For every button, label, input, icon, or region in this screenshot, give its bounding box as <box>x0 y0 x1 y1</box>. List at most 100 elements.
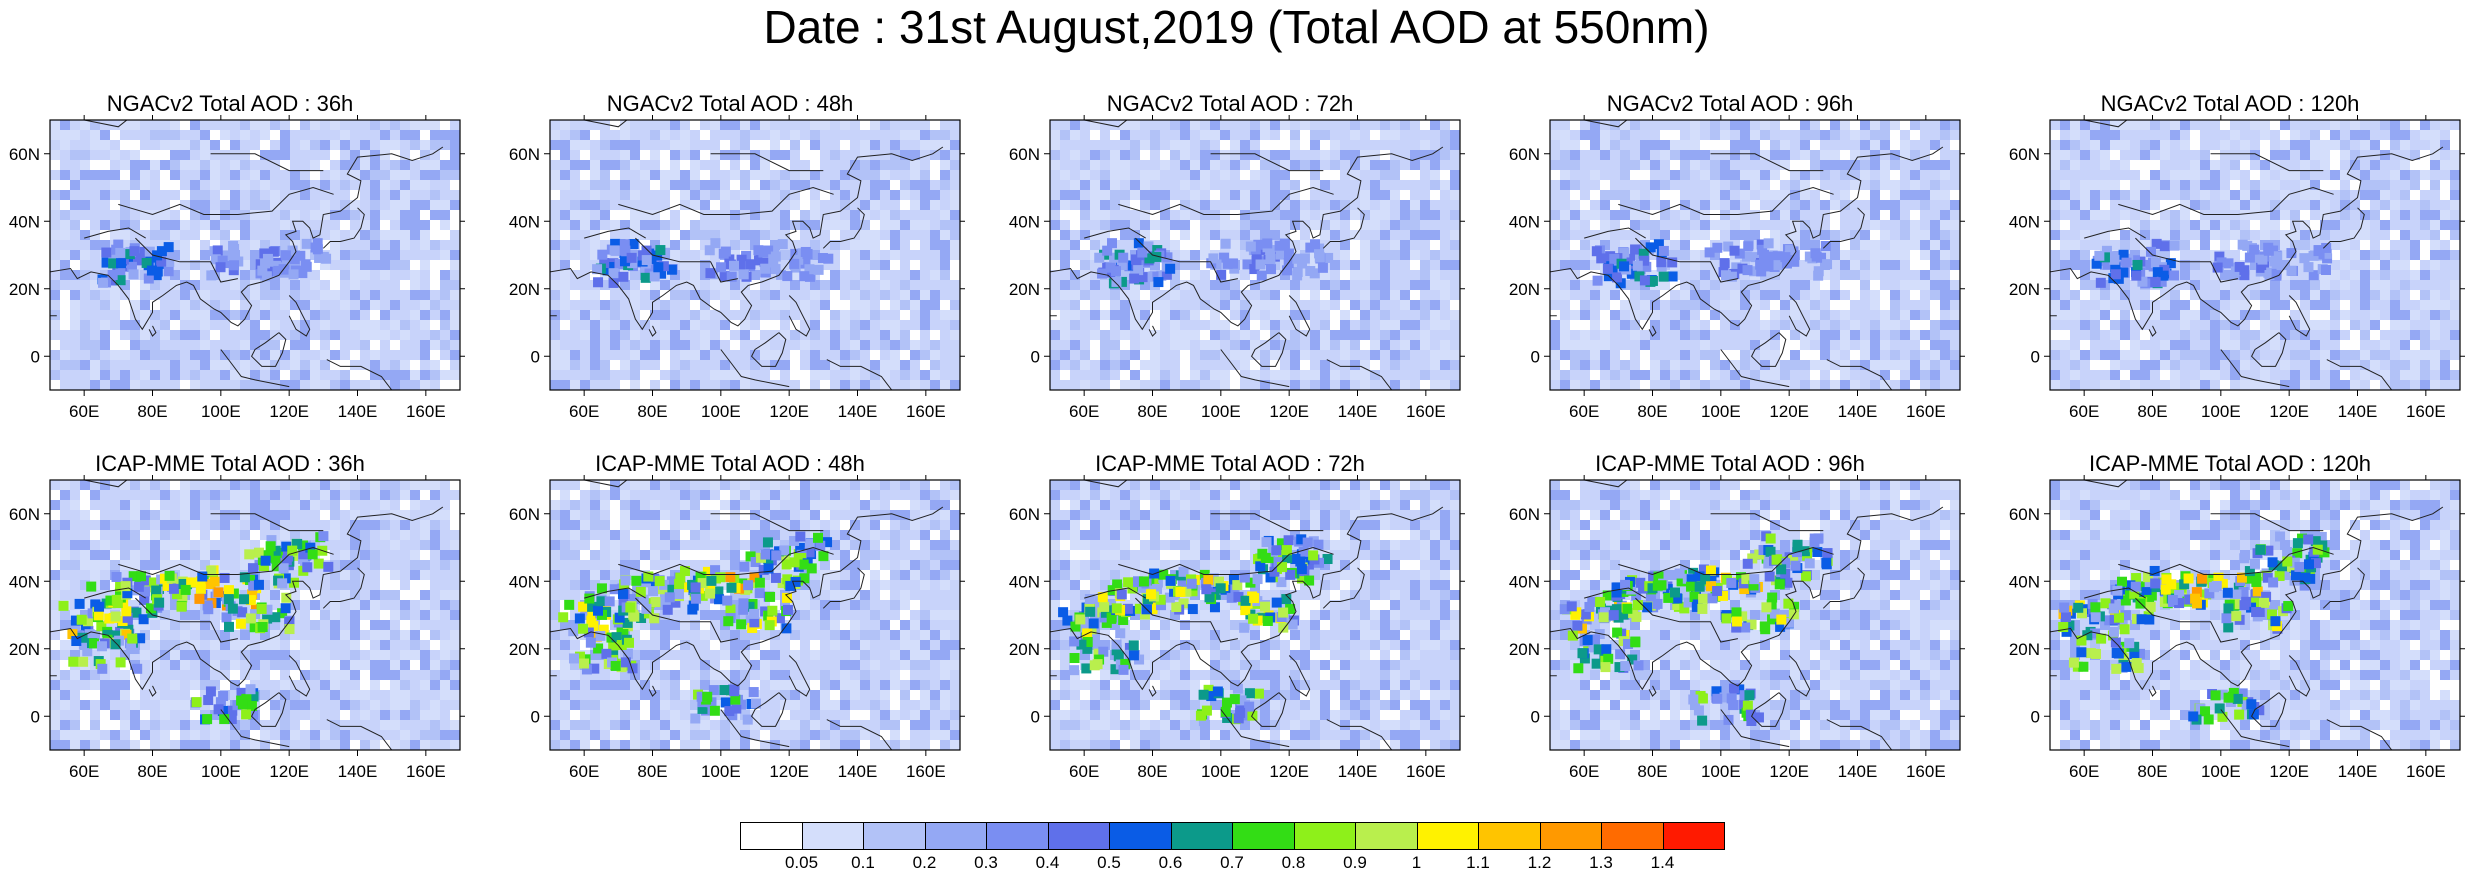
lat-tick-label: 20N <box>1509 640 1540 659</box>
lon-tick-label: 160E <box>406 762 446 781</box>
lon-tick-label: 60E <box>2069 762 2099 781</box>
colorbar-label: 0.5 <box>1097 853 1121 872</box>
lat-tick-label: 20N <box>9 280 40 299</box>
map-panel-ngac-96h: NGACv2 Total AOD : 96h 60E 80E 100E 120E 140E… <box>1500 90 1965 421</box>
aod-field <box>2050 120 2460 390</box>
panel-title: ICAP-MME Total AOD : 96h <box>1595 451 1865 476</box>
aod-map: 60E 80E 100E 120E 140E 160E 60N 40N 20N 0 <box>1009 115 1465 421</box>
lat-tick-label: 20N <box>509 280 540 299</box>
lat-tick-label: 0 <box>31 707 40 726</box>
lon-tick-label: 100E <box>1701 762 1741 781</box>
lat-tick-label: 20N <box>1009 280 1040 299</box>
colorbar-swatch <box>924 822 987 850</box>
panel-title: NGACv2 Total AOD : 72h <box>1106 91 1354 116</box>
lat-tick-label: 0 <box>1531 347 1540 366</box>
colorbar-swatch <box>740 822 803 850</box>
map-panel-ngac-72h: NGACv2 Total AOD : 72h 60E 80E 100E 120E 140E… <box>1000 90 1465 421</box>
aod-field <box>1550 120 1960 390</box>
lat-tick-label: 40N <box>2009 572 2040 591</box>
colorbar-label: 1.1 <box>1466 853 1490 872</box>
lon-tick-label: 100E <box>701 402 741 421</box>
lon-tick-label: 100E <box>1201 762 1241 781</box>
lat-tick-label: 20N <box>2009 280 2040 299</box>
lon-tick-label: 120E <box>769 402 809 421</box>
colorbar-swatch <box>863 822 926 850</box>
colorbar-swatch <box>1416 822 1479 850</box>
lon-tick-label: 80E <box>2137 762 2167 781</box>
map-panel-ngac-48h: NGACv2 Total AOD : 48h 60E 80E 100E 120E 140E… <box>500 90 965 421</box>
colorbar-label: 0.3 <box>974 853 998 872</box>
lon-tick-label: 120E <box>1269 762 1309 781</box>
lon-tick-label: 140E <box>338 762 378 781</box>
colorbar-label: 1.3 <box>1589 853 1613 872</box>
lat-tick-label: 20N <box>2009 640 2040 659</box>
aod-map: 60E 80E 100E 120E 140E 160E 60N 40N 20N 0 <box>2009 475 2465 781</box>
lat-tick-label: 60N <box>2009 505 2040 524</box>
lon-tick-label: 80E <box>637 762 667 781</box>
aod-map: 60E 80E 100E 120E 140E 160E 60N 40N 20N 0 <box>9 475 465 781</box>
colorbar-swatch <box>1355 822 1418 850</box>
lat-tick-label: 0 <box>531 707 540 726</box>
panel-title: ICAP-MME Total AOD : 36h <box>95 451 365 476</box>
aod-field <box>50 120 460 390</box>
lat-tick-label: 60N <box>9 145 40 164</box>
lon-tick-label: 100E <box>2201 762 2241 781</box>
lon-tick-label: 120E <box>1769 762 1809 781</box>
lon-tick-label: 60E <box>69 762 99 781</box>
map-panel-icap-96h: ICAP-MME Total AOD : 96h 60E 80E 100E 120E 14… <box>1500 450 1965 781</box>
lat-tick-label: 20N <box>9 640 40 659</box>
aod-field <box>550 480 960 750</box>
lat-tick-label: 40N <box>1009 212 1040 231</box>
lon-tick-label: 160E <box>1406 762 1446 781</box>
colorbar-label: 1.4 <box>1650 853 1675 872</box>
colorbar-swatch <box>1293 822 1356 850</box>
lon-tick-label: 140E <box>1838 402 1878 421</box>
lon-tick-label: 120E <box>769 762 809 781</box>
lon-tick-label: 100E <box>2201 402 2241 421</box>
lon-tick-label: 100E <box>1701 402 1741 421</box>
panel-title: ICAP-MME Total AOD : 120h <box>2088 451 2372 476</box>
colorbar-label: 1.2 <box>1527 853 1552 872</box>
lon-tick-label: 160E <box>406 402 446 421</box>
lat-tick-label: 20N <box>1509 280 1540 299</box>
colorbar-label: 0.8 <box>1281 853 1306 872</box>
lat-tick-label: 0 <box>2031 707 2040 726</box>
lon-tick-label: 80E <box>1637 402 1667 421</box>
lat-tick-label: 0 <box>531 347 540 366</box>
lon-tick-label: 80E <box>1137 762 1167 781</box>
aod-map: 60E 80E 100E 120E 140E 160E 60N 40N 20N 0 <box>509 475 965 781</box>
lon-tick-label: 120E <box>2269 762 2309 781</box>
aod-map: 60E 80E 100E 120E 140E 160E 60N 40N 20N 0 <box>509 115 965 421</box>
lon-tick-label: 160E <box>2406 762 2446 781</box>
lat-tick-label: 0 <box>2031 347 2040 366</box>
lon-tick-label: 80E <box>137 762 167 781</box>
aod-field <box>1050 120 1460 390</box>
lon-tick-label: 140E <box>2338 762 2378 781</box>
lat-tick-label: 40N <box>1509 212 1540 231</box>
lat-tick-label: 20N <box>509 640 540 659</box>
colorbar-label: 0.7 <box>1220 853 1244 872</box>
map-panel-icap-36h: ICAP-MME Total AOD : 36h 60E 80E 100E 120E 14… <box>0 450 465 781</box>
aod-field <box>1550 480 1960 750</box>
map-panel-icap-72h: ICAP-MME Total AOD : 72h 60E 80E 100E 120E 14… <box>1000 450 1465 781</box>
lon-tick-label: 60E <box>1069 402 1099 421</box>
colorbar-label: 0.4 <box>1035 853 1060 872</box>
lon-tick-label: 80E <box>1637 762 1667 781</box>
lon-tick-label: 60E <box>1569 762 1599 781</box>
lon-tick-label: 80E <box>1137 402 1167 421</box>
colorbar-swatch <box>1539 822 1602 850</box>
colorbar-label: 0.6 <box>1158 853 1183 872</box>
lat-tick-label: 0 <box>31 347 40 366</box>
colorbar-swatch <box>1478 822 1541 850</box>
lon-tick-label: 80E <box>637 402 667 421</box>
lat-tick-label: 40N <box>509 212 540 231</box>
map-panel-icap-120h: ICAP-MME Total AOD : 120h 60E 80E 100E 120E 1… <box>2000 450 2465 781</box>
colorbar-swatch <box>1170 822 1233 850</box>
lon-tick-label: 140E <box>1338 402 1378 421</box>
lat-tick-label: 0 <box>1531 707 1540 726</box>
lon-tick-label: 100E <box>201 762 241 781</box>
lon-tick-label: 160E <box>906 762 946 781</box>
lon-tick-label: 160E <box>1406 402 1446 421</box>
aod-colorbar: 0.05 0.1 0.2 0.3 0.4 0.5 0.6 0.7 0.8 0.9 1 1.1 1.2 1.… <box>740 822 1730 874</box>
lat-tick-label: 60N <box>2009 145 2040 164</box>
